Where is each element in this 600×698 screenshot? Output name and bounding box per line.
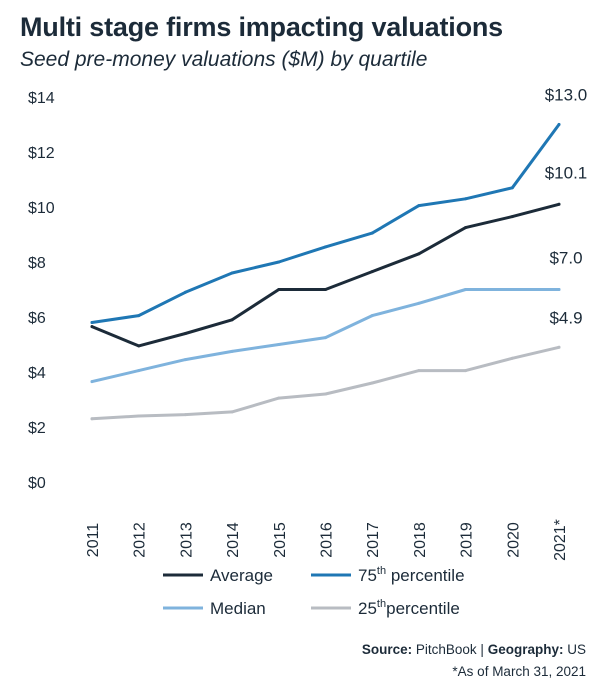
y-tick-label: $2 (28, 420, 46, 437)
end-value-label: $13.0 (545, 86, 588, 105)
legend-item: 75th percentile (311, 565, 465, 585)
x-tick-label: 2020 (505, 522, 522, 558)
data-point (557, 123, 561, 126)
data-point (277, 260, 281, 264)
data-point (277, 396, 281, 400)
source-note: Source: PitchBook | Geography: US (362, 642, 586, 657)
data-point (464, 288, 468, 291)
x-tick-label: 2011 (85, 523, 102, 558)
data-point (230, 349, 234, 353)
source-label: Source: (361, 642, 413, 657)
series-line-25th-percentile (90, 345, 561, 421)
data-point (417, 204, 421, 208)
x-tick-label: 2021* (552, 519, 569, 561)
data-point (90, 380, 94, 384)
data-point (557, 288, 561, 291)
data-point (324, 245, 327, 249)
series-line-average (90, 202, 561, 348)
data-point (510, 288, 514, 291)
data-point (277, 288, 281, 291)
data-point (277, 343, 281, 346)
legend-label: 25thpercentile (358, 598, 460, 618)
data-point (183, 332, 187, 335)
data-point (510, 356, 514, 360)
y-tick-label: $0 (28, 475, 46, 492)
geography-value: US (567, 642, 586, 657)
data-point (557, 202, 561, 206)
data-point (370, 314, 374, 318)
legend-label: Average (210, 566, 273, 585)
data-point (183, 413, 187, 417)
x-tick-label: 2015 (272, 522, 289, 558)
x-tick-label: 2012 (132, 522, 149, 558)
y-tick-label: $14 (28, 90, 55, 107)
y-tick-label: $10 (28, 200, 55, 217)
data-point (370, 381, 374, 385)
data-point (137, 369, 141, 373)
data-point (464, 226, 468, 230)
end-value-label: $10.1 (545, 163, 588, 182)
data-point (464, 197, 468, 201)
x-tick-label: 2017 (365, 522, 382, 558)
data-point (90, 417, 94, 421)
legend-label: 75th percentile (358, 565, 465, 585)
legend-label: Median (210, 599, 266, 618)
data-point (137, 314, 141, 318)
chart-title: Multi stage firms impacting valuations (20, 12, 503, 42)
data-point (324, 288, 327, 291)
source-separator: | (480, 642, 484, 657)
x-tick-label: 2014 (225, 522, 242, 558)
legend-item: Median (163, 599, 266, 618)
data-point (230, 271, 234, 275)
data-point (183, 290, 187, 294)
legend-item: 25thpercentile (311, 598, 460, 618)
y-tick-label: $4 (28, 365, 46, 382)
footnote: *As of March 31, 2021 (452, 664, 586, 679)
data-point (417, 301, 421, 305)
x-tick-label: 2016 (319, 522, 336, 558)
data-point (324, 336, 327, 340)
line-chart: $0 $2 $4 $6 $8 $10 $12 $14 2011 2012 2013 2014 2015 2… (28, 86, 588, 619)
data-point (230, 318, 234, 322)
data-point (137, 344, 141, 348)
x-tick-label: 2018 (412, 522, 429, 558)
data-point (417, 369, 421, 373)
data-point (417, 252, 421, 256)
data-point (183, 358, 187, 362)
data-point (464, 369, 468, 373)
legend-item: Average (163, 566, 273, 585)
x-tick-label: 2013 (178, 522, 195, 558)
data-point (370, 231, 374, 235)
data-point (230, 410, 234, 414)
x-tick-label: 2019 (459, 522, 476, 558)
y-tick-label: $12 (28, 145, 55, 162)
y-tick-label: $8 (28, 255, 46, 272)
chart-subtitle: Seed pre-money valuations ($M) by quarti… (20, 48, 428, 71)
data-point (510, 215, 514, 219)
data-point (324, 392, 327, 396)
data-point (370, 270, 374, 274)
data-point (510, 186, 514, 190)
data-point (90, 321, 94, 324)
end-value-label: $7.0 (549, 249, 582, 268)
data-point (137, 414, 141, 418)
source-value: PitchBook (415, 642, 477, 657)
y-tick-label: $6 (28, 310, 46, 327)
end-value-label: $4.9 (549, 308, 582, 327)
data-point (557, 345, 561, 349)
data-point (90, 325, 94, 329)
geography-label: Geography: (487, 642, 564, 657)
